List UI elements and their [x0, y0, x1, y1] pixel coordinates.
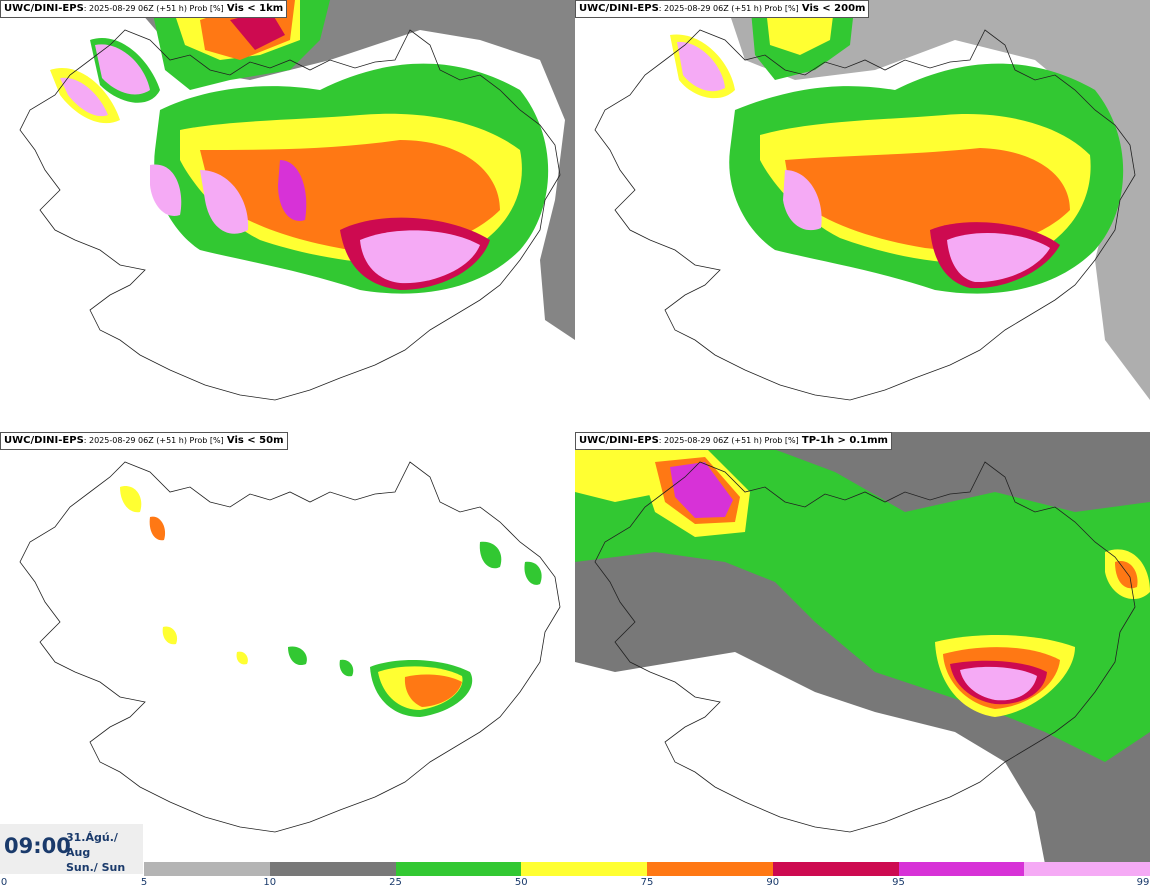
- colorbar-segment: [144, 862, 270, 876]
- colorbar-segment: [1024, 862, 1150, 876]
- map-panel-vis-50m: UWC/DINI-EPS: 2025-08-29 06Z (+51 h) Pro…: [0, 432, 575, 864]
- panel-title: UWC/DINI-EPS: 2025-08-29 06Z (+51 h) Pro…: [575, 0, 870, 18]
- panel-title: UWC/DINI-EPS: 2025-08-29 06Z (+51 h) Pro…: [0, 0, 288, 18]
- variable-name: TP-1h > 0.1mm: [801, 435, 888, 446]
- colorbar-tick-label: 99: [1136, 877, 1150, 888]
- model-name: UWC/DINI-EPS: [579, 435, 659, 446]
- colorbar-segment: [521, 862, 647, 876]
- variable-name: Vis < 200m: [801, 3, 866, 14]
- run-info: : 2025-08-29 06Z (+51 h) Prob [%]: [658, 4, 799, 13]
- valid-date: 31.Ágú./ Aug Sun./ Sun: [66, 830, 143, 875]
- map-panel-tp-1h: UWC/DINI-EPS: 2025-08-29 06Z (+51 h) Pro…: [575, 432, 1150, 864]
- variable-name: Vis < 1km: [226, 3, 284, 14]
- colorbar-tick-label: 25: [389, 877, 402, 888]
- colorbar-tick-label: 90: [766, 877, 780, 888]
- colorbar-ticks: 0 5 10 25 50 75 90 95 99: [0, 876, 1150, 891]
- panel-title: UWC/DINI-EPS: 2025-08-29 06Z (+51 h) Pro…: [575, 432, 892, 450]
- model-name: UWC/DINI-EPS: [579, 3, 659, 14]
- probability-colorbar: [144, 862, 1150, 876]
- probability-map: [19, 461, 561, 833]
- run-info: : 2025-08-29 06Z (+51 h) Prob [%]: [83, 4, 224, 13]
- valid-date-line2: Sun./ Sun: [66, 861, 126, 874]
- valid-time: 09:00: [4, 834, 71, 858]
- probability-map: [19, 0, 575, 401]
- probability-map: [594, 0, 1150, 401]
- colorbar-tick-label: 0: [0, 877, 8, 888]
- run-info: : 2025-08-29 06Z (+51 h) Prob [%]: [83, 436, 224, 445]
- colorbar-segment: [269, 862, 396, 876]
- colorbar-segment: [772, 862, 899, 876]
- colorbar-tick-label: 10: [263, 877, 277, 888]
- panel-title: UWC/DINI-EPS: 2025-08-29 06Z (+51 h) Pro…: [0, 432, 288, 450]
- colorbar-tick-label: 75: [640, 877, 654, 888]
- colorbar-tick-label: 50: [514, 877, 528, 888]
- colorbar-segment: [647, 862, 773, 876]
- colorbar-segment: [898, 862, 1025, 876]
- valid-time-box: 09:00 31.Ágú./ Aug Sun./ Sun: [0, 824, 143, 874]
- map-panel-vis-200m: UWC/DINI-EPS: 2025-08-29 06Z (+51 h) Pro…: [575, 0, 1150, 432]
- valid-date-line1: 31.Ágú./ Aug: [66, 831, 118, 859]
- model-name: UWC/DINI-EPS: [4, 435, 84, 446]
- variable-name: Vis < 50m: [226, 435, 284, 446]
- colorbar-segment: [395, 862, 522, 876]
- colorbar-tick-label: 95: [892, 877, 905, 888]
- colorbar-tick-label: 5: [140, 877, 148, 888]
- probability-map: [575, 432, 1150, 864]
- map-panel-vis-1km: UWC/DINI-EPS: 2025-08-29 06Z (+51 h) Pro…: [0, 0, 575, 432]
- model-name: UWC/DINI-EPS: [4, 3, 84, 14]
- run-info: : 2025-08-29 06Z (+51 h) Prob [%]: [658, 436, 799, 445]
